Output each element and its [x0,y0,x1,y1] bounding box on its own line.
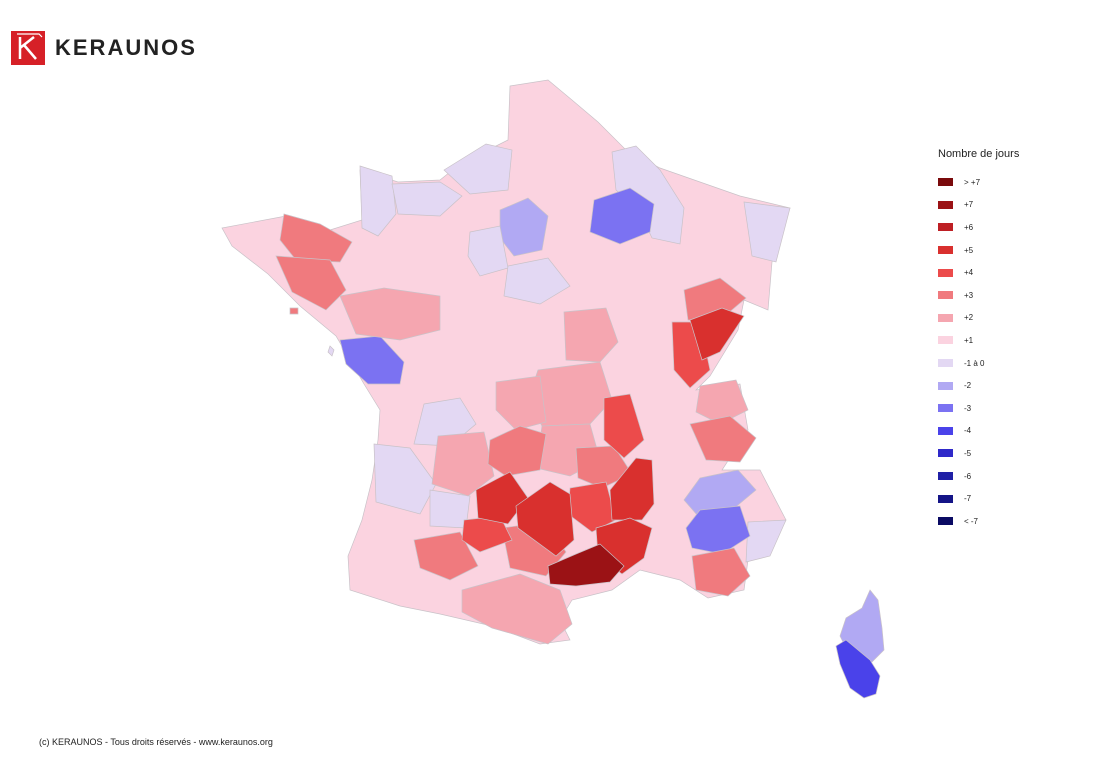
dept-aveyron [515,481,575,557]
dept-gironde [373,443,437,515]
legend: Nombre de jours > +7 +7 +6 +5 +4 +3 +2 +1 -1 à 0… [938,148,1019,533]
dept-maine-loire [339,287,441,341]
dept-manche [359,165,397,237]
brand-name: KERAUNOS [55,35,197,60]
legend-item: < -7 [938,510,1019,533]
dept-creuse [495,375,547,431]
legend-swatch [938,268,953,277]
legend-swatch [938,359,953,368]
dept-landes [413,531,479,581]
legend-item: -3 [938,397,1019,420]
legend-swatch [938,494,953,503]
legend-item: +1 [938,329,1019,352]
legend-label: +3 [964,290,974,300]
dept-savoie [689,307,745,361]
dept-bretagne-s [275,255,347,311]
legend-label: -3 [964,403,972,413]
legend-label: +7 [964,200,974,210]
dept-allier [563,307,619,363]
brand-logo: KERAUNOS [11,31,197,65]
dept-eure-et-loir [467,225,509,277]
legend-item: +7 [938,194,1019,217]
legend-swatch [938,472,953,481]
legend-swatch [938,426,953,435]
legend-label: +4 [964,268,974,278]
island-noirmoutier [327,345,335,357]
legend-title: Nombre de jours [938,148,1020,160]
legend-swatch [938,178,953,187]
legend-swatch [938,381,953,390]
legend-label: -2 [964,381,972,391]
legend-swatch [938,517,953,526]
legend-label: -6 [964,471,972,481]
dept-aube [589,187,655,245]
dept-haute-savoie [695,379,749,425]
legend-swatch [938,336,953,345]
dept-loiret [503,257,571,305]
legend-item: -5 [938,442,1019,465]
legend-item: > +7 [938,171,1019,194]
legend-swatch [938,291,953,300]
island-belle-ile [289,307,299,315]
legend-label: < -7 [964,516,979,526]
dept-pyrenees [461,573,573,645]
legend-label: +2 [964,313,974,323]
legend-swatch [938,223,953,232]
legend-item: -4 [938,420,1019,443]
dept-bouches-rhone [691,547,751,597]
legend-item: +2 [938,307,1019,330]
legend-label: -4 [964,426,972,436]
corse-du-sud [835,639,881,699]
legend-label: +6 [964,222,974,232]
legend-swatch [938,246,953,255]
dept-ardeche [609,457,655,521]
legend-item: -7 [938,487,1019,510]
legend-label: -7 [964,494,972,504]
legend-item: +5 [938,239,1019,262]
dept-dordogne-nord [487,425,547,477]
legend-item: +4 [938,261,1019,284]
dept-loire [603,393,645,459]
legend-swatch [938,313,953,322]
legend-item: -1 à 0 [938,352,1019,375]
dept-seine-maritime [443,143,513,195]
legend-label: +1 [964,335,974,345]
dept-doubs [683,277,747,321]
keraunos-logo-icon [11,31,45,65]
dept-herault [547,543,625,587]
legend-label: -5 [964,448,972,458]
legend-label: +5 [964,245,974,255]
legend-item: -2 [938,374,1019,397]
dept-calvados [391,181,463,217]
legend-swatch [938,404,953,413]
legend-swatch [938,449,953,458]
dept-correze [431,431,495,497]
dept-var-alpes [745,519,787,563]
legend-item: +3 [938,284,1019,307]
copyright-footer: (c) KERAUNOS - Tous droits réservés - ww… [39,737,273,747]
legend-swatch [938,200,953,209]
dept-bas-rhin [743,201,791,263]
legend-item: -6 [938,465,1019,488]
dept-isere [689,415,757,463]
dept-bretagne-n [279,213,353,263]
legend-item: +6 [938,216,1019,239]
legend-label: > +7 [964,177,981,187]
legend-label: -1 à 0 [964,358,985,368]
